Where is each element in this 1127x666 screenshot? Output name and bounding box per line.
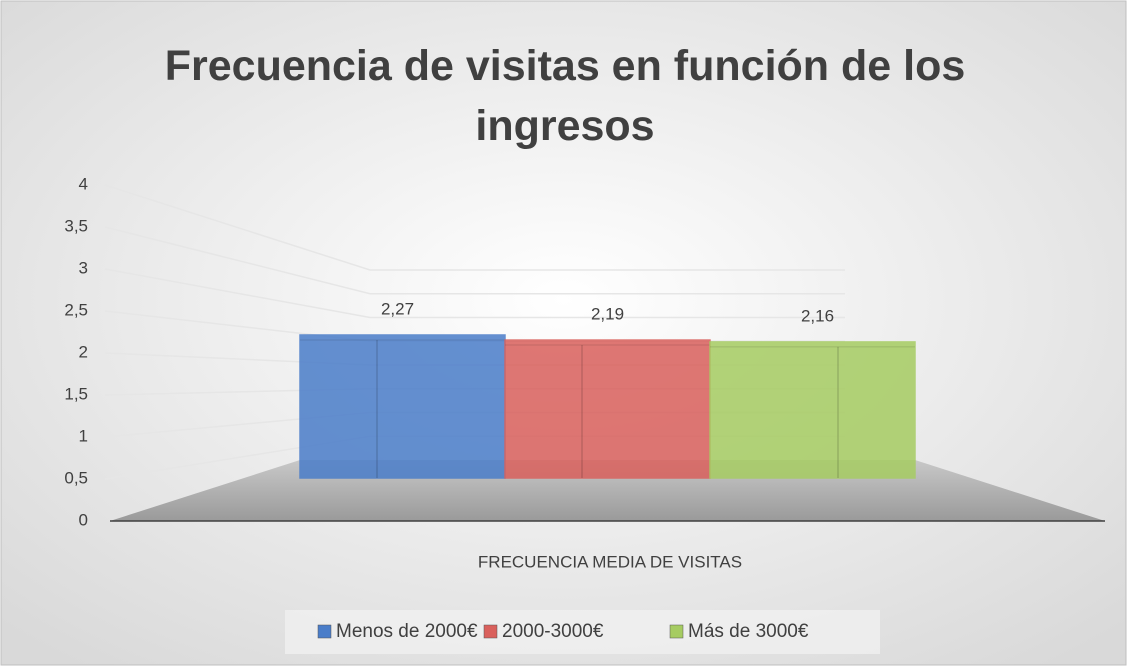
y-tick-label: 2 <box>79 342 88 361</box>
bar <box>299 334 506 479</box>
legend-label: 2000-3000€ <box>502 621 604 642</box>
legend-box <box>285 610 880 654</box>
y-tick-label: 3,5 <box>64 216 88 235</box>
bar <box>504 339 711 479</box>
y-tick-label: 4 <box>79 174 88 193</box>
y-tick-label: 3 <box>79 258 88 277</box>
y-tick-label: 0 <box>79 510 88 529</box>
bar <box>709 341 916 479</box>
y-tick-label: 1,5 <box>64 384 88 403</box>
legend-swatch <box>317 624 332 639</box>
bar-face <box>504 339 711 479</box>
bar-face <box>709 341 916 479</box>
data-label: 2,19 <box>591 305 624 324</box>
x-tick-label: FRECUENCIA MEDIA DE VISITAS <box>478 552 742 571</box>
legend-label: Más de 3000€ <box>688 621 809 642</box>
bar-face <box>299 334 506 479</box>
data-label: 2,27 <box>381 299 414 318</box>
legend-swatch <box>483 624 498 639</box>
grid-line <box>104 268 845 319</box>
grid-line <box>104 184 845 271</box>
legend-swatch <box>669 624 684 639</box>
y-tick-label: 0,5 <box>64 468 88 487</box>
data-label: 2,16 <box>801 306 834 325</box>
y-tick-label: 2,5 <box>64 300 88 319</box>
y-tick-label: 1 <box>79 426 88 445</box>
chart-title: Frecuencia de visitas en función de los … <box>164 42 966 150</box>
grid-line <box>104 226 845 295</box>
legend-label: Menos de 2000€ <box>336 621 478 642</box>
